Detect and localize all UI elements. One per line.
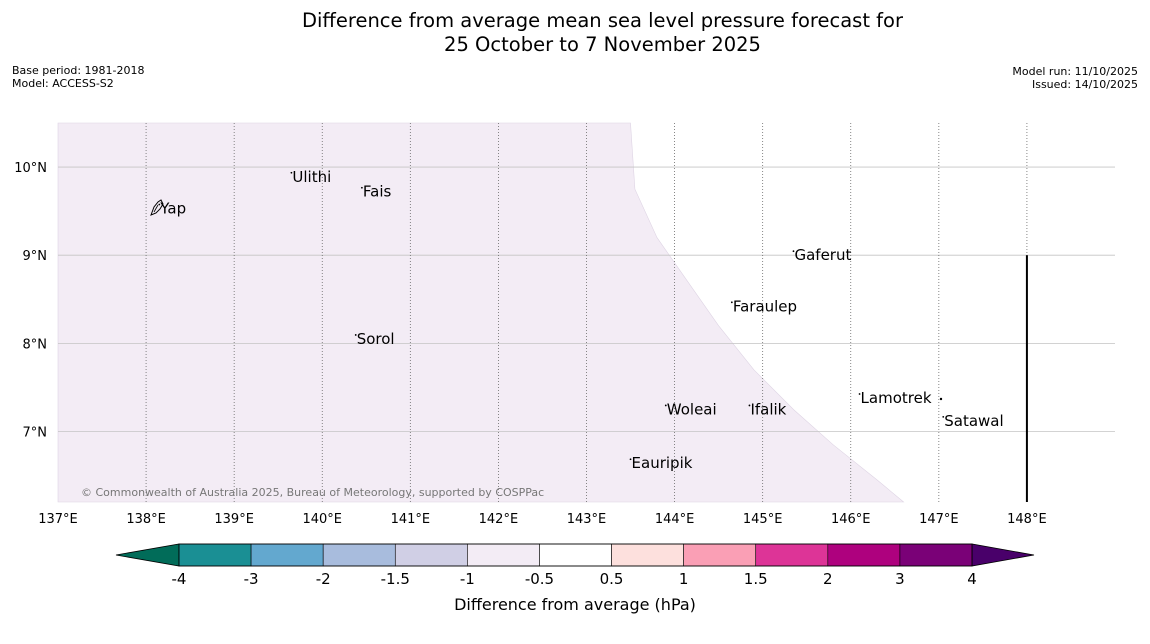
lon-tick-label: 141°E [391, 512, 431, 527]
colorbar-extend-high [971, 543, 1035, 567]
copyright-text: © Commonwealth of Australia 2025, Bureau… [81, 486, 544, 499]
colorbar-tick-label: 0.5 [600, 570, 624, 588]
lon-tick-label: 140°E [302, 512, 342, 527]
place-label: Ulithi [292, 168, 331, 186]
colorbar-swatch [322, 543, 396, 567]
colorbar-tick-label: -1.5 [381, 570, 410, 588]
colorbar-tick-label: -1 [460, 570, 475, 588]
colorbar-label: Difference from average (hPa) [454, 595, 696, 614]
lon-tick-label: 143°E [567, 512, 607, 527]
colorbar-tick-label: -4 [172, 570, 187, 588]
colorbar-swatch [539, 543, 612, 567]
island-marker [290, 171, 293, 174]
lat-tick-label: 9°N [23, 249, 48, 264]
colorbar-tick-label: -3 [244, 570, 259, 588]
place-label: Ifalik [750, 400, 786, 418]
lon-tick-label: 142°E [479, 512, 519, 527]
place-labels: Yap Ulithi Fais Gaferut Faraulep Sorol Woleai I… [158, 168, 1004, 472]
colorbar-swatch [827, 543, 901, 567]
chart-title: Difference from average mean sea level p… [0, 9, 1150, 57]
colorbar-tick-label: 3 [895, 570, 905, 588]
pressure-anomaly-shading [57, 122, 905, 503]
meta-right: Model run: 11/10/2025 Issued: 14/10/2025 [1012, 65, 1138, 91]
colorbar-frame [178, 543, 973, 567]
island-marker [858, 393, 861, 395]
lon-tick-label: 137°E [38, 512, 78, 527]
place-label: Sorol [357, 330, 395, 348]
island-marker [792, 250, 795, 253]
place-label: Lamotrek [861, 389, 932, 407]
lat-tick-label: 7°N [23, 425, 48, 440]
place-label: Woleai [667, 400, 717, 418]
base-period: Base period: 1981-2018 [12, 64, 145, 77]
colorbar-tick-label: -0.5 [525, 570, 554, 588]
colorbar-tick-label: 2 [823, 570, 833, 588]
colorbar-swatch [755, 543, 829, 567]
colorbar-tick-label: 1.5 [744, 570, 768, 588]
colorbar: -4 -3 -2 -1.5 -1 -0.5 0.5 1 1.5 2 3 4 [115, 543, 1035, 588]
island-marker [354, 334, 357, 336]
island-marker [748, 404, 751, 407]
model-run: Model run: 11/10/2025 [1012, 65, 1138, 78]
lon-tick-label: 146°E [831, 512, 871, 527]
colorbar-swatch [178, 543, 252, 567]
colorbar-tick-label: 4 [967, 570, 977, 588]
colorbar-swatch [899, 543, 973, 567]
island-marker [629, 458, 632, 461]
colorbar-swatch [250, 543, 324, 567]
colorbar-swatch [611, 543, 684, 567]
lon-tick-label: 138°E [126, 512, 166, 527]
lon-tick-label: 139°E [214, 512, 254, 527]
lon-tick-label: 144°E [655, 512, 695, 527]
place-label: Faraulep [733, 297, 797, 315]
meta-left: Base period: 1981-2018 Model: ACCESS-S2 [12, 64, 144, 90]
island-marker [939, 397, 943, 401]
island-marker [730, 301, 733, 304]
model-name: Model: ACCESS-S2 [12, 77, 114, 90]
shaded-region [57, 122, 905, 503]
lon-tick-label: 148°E [1007, 512, 1047, 527]
colorbar-tick-label: 1 [679, 570, 689, 588]
lat-tick-label: 10°N [14, 161, 47, 176]
lon-tick-label: 147°E [919, 512, 959, 527]
colorbar-tick-label: -2 [316, 570, 331, 588]
colorbar-swatch [394, 543, 468, 567]
yap-island-outline [150, 199, 164, 216]
island-marker [360, 186, 363, 189]
place-label: Eauripik [632, 454, 693, 472]
place-label: Fais [363, 183, 392, 201]
title-line-1: Difference from average mean sea level p… [302, 9, 903, 32]
issued-date: Issued: 14/10/2025 [1031, 78, 1138, 91]
title-line-2: 25 October to 7 November 2025 [444, 33, 761, 56]
axis-labels: 137°E 138°E 139°E 140°E 141°E 142°E 143°E 144°E… [14, 161, 1046, 527]
place-label: Gaferut [794, 246, 851, 264]
place-label: Satawal [944, 412, 1003, 430]
island-marker [664, 404, 667, 407]
island-marker [942, 416, 945, 418]
colorbar-swatch [683, 543, 757, 567]
colorbar-swatch [467, 543, 540, 567]
colorbar-extend-low [115, 543, 180, 567]
lon-tick-label: 145°E [743, 512, 783, 527]
lat-tick-label: 8°N [23, 337, 48, 352]
place-label: Yap [159, 199, 186, 217]
island-marker [158, 203, 161, 206]
